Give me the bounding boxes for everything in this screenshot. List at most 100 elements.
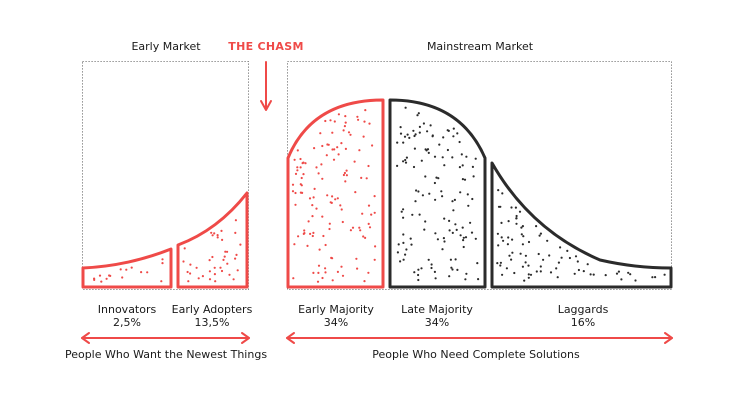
stipple-dot bbox=[367, 271, 370, 274]
laggards-dot-fill bbox=[496, 189, 666, 282]
stipple-dot bbox=[434, 232, 437, 235]
stipple-dot bbox=[452, 127, 455, 130]
stipple-dot bbox=[334, 198, 337, 201]
stipple-dot bbox=[663, 273, 666, 276]
stipple-dot bbox=[459, 234, 462, 237]
stipple-dot bbox=[436, 238, 439, 241]
stipple-dot bbox=[358, 226, 361, 229]
stipple-dot bbox=[470, 231, 474, 234]
stipple-dot bbox=[336, 197, 339, 200]
stipple-dot bbox=[454, 223, 457, 226]
stipple-dot bbox=[431, 135, 434, 138]
stipple-dot bbox=[499, 261, 502, 264]
stipple-dot bbox=[437, 177, 440, 180]
stipple-dot bbox=[520, 226, 523, 229]
stipple-dot bbox=[428, 192, 431, 195]
stipple-dot bbox=[535, 225, 538, 228]
stipple-dot bbox=[415, 189, 418, 192]
stipple-dot bbox=[568, 256, 572, 260]
stipple-dot bbox=[324, 271, 327, 274]
early-majority-label: Early Majority bbox=[298, 303, 374, 316]
stipple-dot bbox=[344, 147, 347, 150]
stipple-dot bbox=[312, 196, 315, 199]
stipple-dot bbox=[496, 262, 499, 265]
stipple-dot bbox=[433, 155, 437, 158]
stipple-dot bbox=[461, 226, 464, 229]
stipple-dot bbox=[296, 169, 299, 172]
stipple-dot bbox=[307, 220, 310, 223]
early-majority-dot-fill bbox=[291, 109, 377, 283]
stipple-dot bbox=[324, 267, 327, 270]
stipple-dot bbox=[189, 263, 192, 266]
stipple-dot bbox=[308, 197, 312, 200]
stipple-dot bbox=[327, 143, 330, 146]
stipple-dot bbox=[527, 240, 531, 244]
stipple-dot bbox=[402, 208, 405, 211]
stipple-dot bbox=[313, 147, 316, 150]
stipple-dot bbox=[417, 273, 420, 277]
early-market-heading: Early Market bbox=[131, 40, 201, 53]
stipple-dot bbox=[443, 217, 446, 220]
stipple-dot bbox=[318, 248, 321, 251]
stipple-dot bbox=[219, 266, 222, 269]
chasm-heading: THE CHASM bbox=[228, 40, 303, 53]
stipple-dot bbox=[306, 244, 309, 247]
stipple-dot bbox=[409, 237, 412, 240]
stipple-dot bbox=[458, 166, 461, 169]
stipple-dot bbox=[634, 279, 637, 282]
stipple-dot bbox=[537, 252, 540, 256]
stipple-dot bbox=[465, 272, 468, 275]
stipple-dot bbox=[413, 147, 416, 150]
stipple-dot bbox=[413, 134, 416, 138]
stipple-dot bbox=[405, 156, 408, 159]
stipple-dot bbox=[355, 257, 358, 260]
stipple-dot bbox=[98, 274, 102, 277]
stipple-dot bbox=[291, 183, 295, 186]
stipple-dot bbox=[331, 279, 334, 282]
stipple-dot bbox=[226, 250, 229, 253]
stipple-dot bbox=[296, 166, 299, 169]
stipple-dot bbox=[353, 160, 356, 163]
stipple-dot bbox=[555, 267, 558, 270]
stipple-dot bbox=[235, 253, 238, 256]
stipple-dot bbox=[539, 232, 543, 235]
stipple-dot bbox=[340, 265, 343, 268]
stipple-dot bbox=[450, 266, 453, 269]
stipple-dot bbox=[356, 115, 359, 118]
stipple-dot bbox=[505, 267, 508, 270]
stipple-dot bbox=[430, 263, 433, 266]
stipple-dot bbox=[462, 236, 465, 239]
stipple-dot bbox=[422, 122, 425, 125]
stipple-dot bbox=[146, 271, 149, 274]
stipple-dot bbox=[471, 165, 474, 168]
stipple-dot bbox=[448, 275, 451, 278]
stipple-dot bbox=[519, 252, 522, 255]
stipple-dot bbox=[464, 278, 467, 281]
stipple-dot bbox=[397, 243, 400, 246]
stipple-dot bbox=[404, 158, 407, 162]
stipple-dot bbox=[329, 201, 332, 204]
stipple-dot bbox=[620, 278, 623, 281]
stipple-dot bbox=[161, 262, 164, 265]
stipple-dot bbox=[446, 148, 449, 152]
stipple-dot bbox=[411, 213, 414, 216]
laggards-segment bbox=[490, 161, 673, 289]
stipple-dot bbox=[130, 266, 133, 269]
stipple-dot bbox=[566, 249, 569, 252]
stipple-dot bbox=[511, 251, 514, 254]
stipple-dot bbox=[339, 204, 342, 207]
stipple-dot bbox=[349, 229, 352, 232]
stipple-dot bbox=[510, 258, 513, 261]
stipple-dot bbox=[463, 178, 467, 181]
stipple-dot bbox=[417, 190, 420, 193]
stipple-dot bbox=[500, 236, 503, 239]
stipple-dot bbox=[582, 270, 585, 273]
stipple-dot bbox=[433, 181, 436, 185]
stipple-dot bbox=[216, 236, 219, 239]
stipple-dot bbox=[342, 173, 345, 177]
stipple-dot bbox=[501, 273, 504, 276]
stipple-dot bbox=[300, 176, 303, 180]
stipple-dot bbox=[438, 143, 441, 146]
stipple-dot bbox=[311, 204, 314, 207]
stipple-dot bbox=[140, 271, 143, 274]
